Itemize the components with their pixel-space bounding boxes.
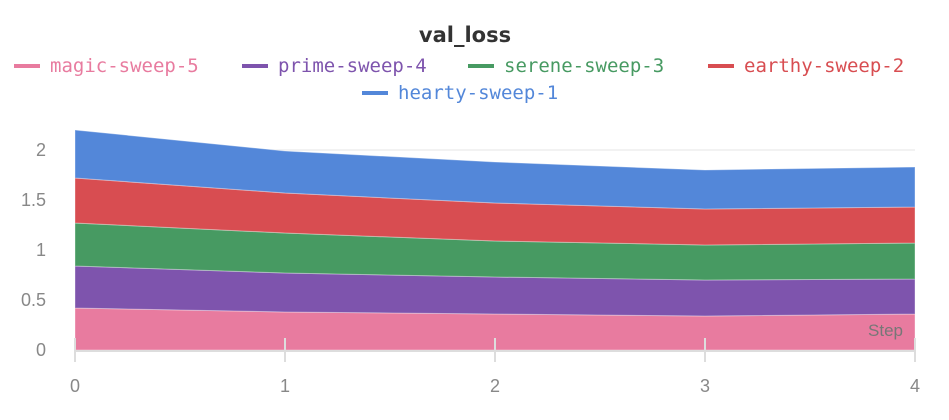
y-tick-label: 0: [36, 340, 46, 360]
x-tick-label: 3: [700, 376, 710, 396]
y-tick-label: 2: [36, 140, 46, 160]
area-earthy-sweep-2: [74, 177, 916, 246]
axes: 0 1 2 3 4 0 0.5 1 1.5 2: [21, 140, 920, 396]
chart-title: val_loss: [419, 23, 511, 47]
y-tick-label: 1: [36, 240, 46, 260]
x-tick-label: 0: [70, 376, 80, 396]
x-axis-label: Step: [868, 321, 903, 340]
legend-item[interactable]: prime-sweep-4: [278, 55, 427, 77]
y-tick-label: 1.5: [21, 190, 46, 210]
x-tick-label: 4: [910, 376, 920, 396]
legend: magic-sweep-5 prime-sweep-4 serene-sweep-3…: [14, 55, 904, 104]
legend-item[interactable]: earthy-sweep-2: [744, 55, 904, 77]
legend-item[interactable]: hearty-sweep-1: [398, 82, 558, 104]
x-tick-label: 2: [490, 376, 500, 396]
legend-item[interactable]: serene-sweep-3: [504, 55, 664, 77]
x-tick-label: 1: [280, 376, 290, 396]
areas: [74, 129, 916, 351]
area-hearty-sweep-1: [74, 129, 916, 210]
legend-item[interactable]: magic-sweep-5: [50, 55, 199, 77]
y-tick-label: 0.5: [21, 290, 46, 310]
